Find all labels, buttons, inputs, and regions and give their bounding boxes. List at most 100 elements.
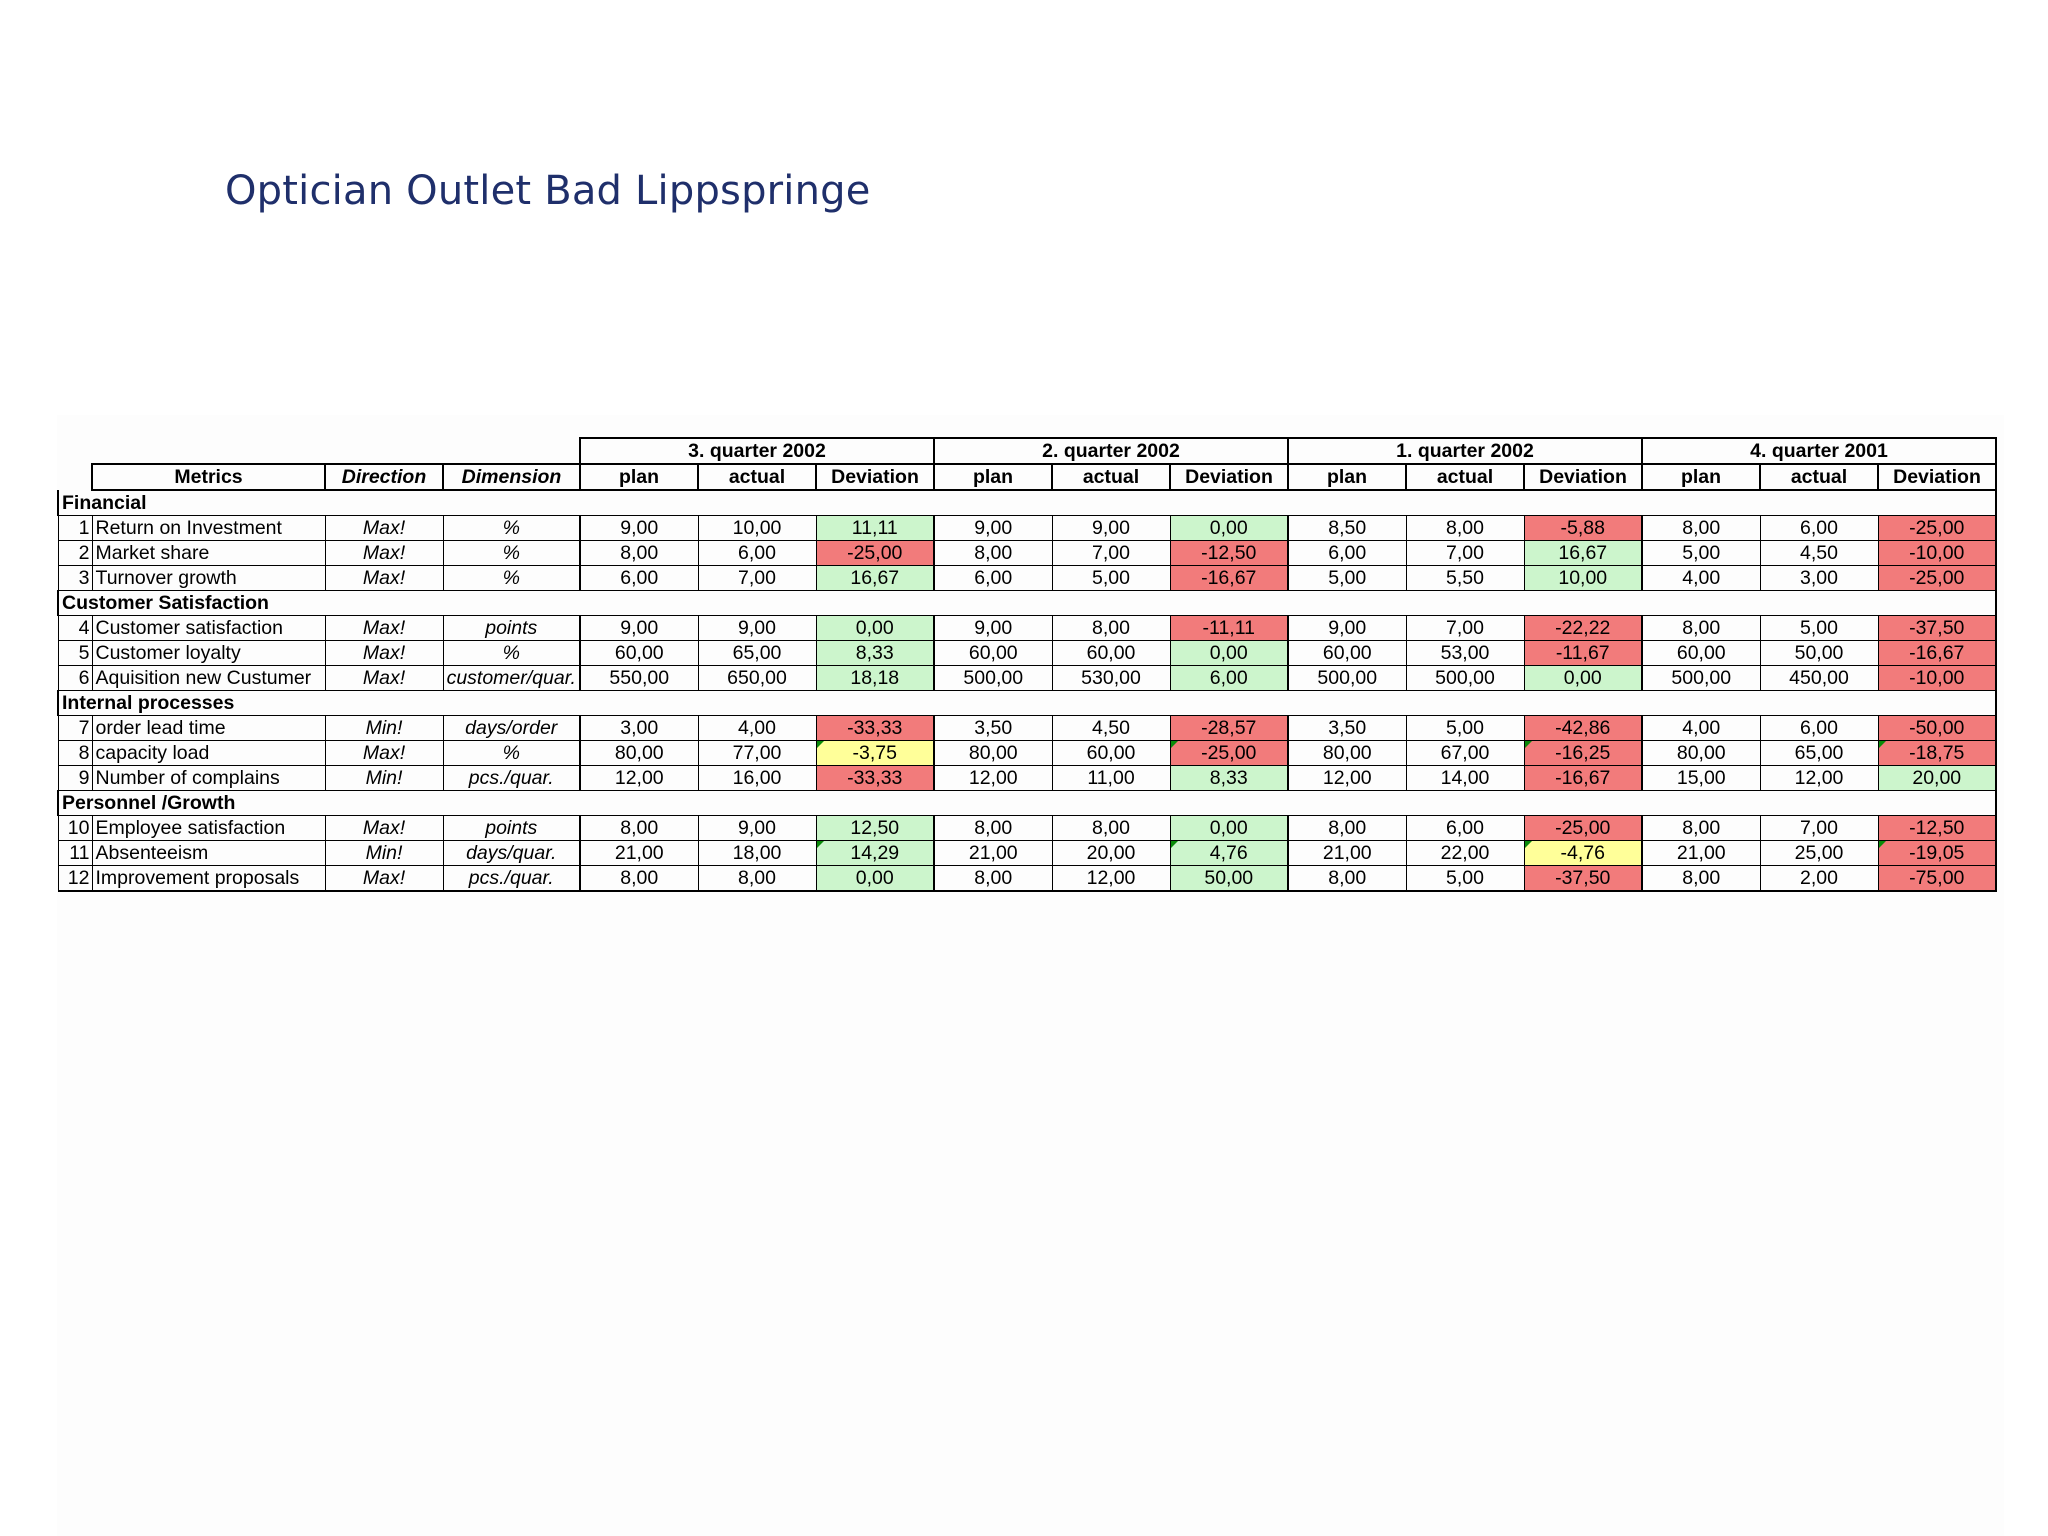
- actual-value: 8,00: [697, 865, 817, 892]
- dimension-header: Dimension: [442, 463, 581, 491]
- dimension-cell: %: [442, 565, 581, 591]
- direction-cell: Max!: [324, 665, 444, 691]
- deviation-value: -37,50: [1877, 615, 1997, 641]
- actual-value: 14,00: [1405, 765, 1525, 791]
- plan-value: 8,00: [579, 815, 699, 841]
- deviation-value: 0,00: [1169, 515, 1289, 541]
- plan-value: 9,00: [579, 615, 699, 641]
- plan-value: 6,00: [933, 565, 1053, 591]
- actual-value: 4,00: [697, 715, 817, 741]
- actual-value: 9,00: [697, 815, 817, 841]
- deviation-value: -12,50: [1169, 540, 1289, 566]
- plan-value: 500,00: [933, 665, 1053, 691]
- plan-value: 550,00: [579, 665, 699, 691]
- plan-value: 4,00: [1641, 715, 1761, 741]
- row-number: 8: [57, 740, 93, 766]
- actual-value: 7,00: [1405, 615, 1525, 641]
- plan-value: 80,00: [579, 740, 699, 766]
- dimension-cell: days/order: [442, 715, 581, 741]
- deviation-value: -16,25: [1523, 740, 1643, 766]
- row-number: 3: [57, 565, 93, 591]
- dimension-cell: pcs./quar.: [442, 765, 581, 791]
- actual-value: 5,00: [1405, 865, 1525, 892]
- deviation-value: 6,00: [1169, 665, 1289, 691]
- actual-value: 50,00: [1759, 640, 1879, 666]
- actual-value: 650,00: [697, 665, 817, 691]
- deviation-value: -5,88: [1523, 515, 1643, 541]
- plan-value: 8,00: [579, 540, 699, 566]
- actual-value: 10,00: [697, 515, 817, 541]
- row-number: 9: [57, 765, 93, 791]
- actual-value: 3,00: [1759, 565, 1879, 591]
- plan-value: 21,00: [933, 840, 1053, 866]
- metric-name: Turnover growth: [91, 565, 326, 591]
- actual-value: 53,00: [1405, 640, 1525, 666]
- plan-value: 12,00: [1287, 765, 1407, 791]
- actual-value: 7,00: [1051, 540, 1171, 566]
- table-row: 12 Improvement proposals Max! pcs./quar. 8,0…: [57, 865, 1997, 892]
- deviation-value: -33,33: [815, 765, 935, 791]
- actual-value: 67,00: [1405, 740, 1525, 766]
- plan-value: 60,00: [1641, 640, 1761, 666]
- plan-value: 12,00: [933, 765, 1053, 791]
- deviation-value: -16,67: [1523, 765, 1643, 791]
- plan-value: 8,00: [933, 540, 1053, 566]
- empty-corner: [58, 438, 580, 464]
- row-number: 4: [57, 615, 93, 641]
- metrics-header: Metrics: [91, 463, 326, 491]
- actual-value: 12,00: [1051, 865, 1171, 892]
- quarter-header: 4. quarter 2001: [1641, 437, 1997, 465]
- actual-value: 6,00: [697, 540, 817, 566]
- plan-value: 3,00: [579, 715, 699, 741]
- actual-value: 450,00: [1759, 665, 1879, 691]
- actual-value: 500,00: [1405, 665, 1525, 691]
- plan-value: 60,00: [933, 640, 1053, 666]
- deviation-value: 12,50: [815, 815, 935, 841]
- deviation-header: Deviation: [1877, 463, 1997, 491]
- row-number: 5: [57, 640, 93, 666]
- actual-value: 12,00: [1759, 765, 1879, 791]
- quarter-header-row: 3. quarter 2002 2. quarter 2002 1. quart…: [58, 437, 1997, 465]
- deviation-value: -37,50: [1523, 865, 1643, 892]
- metric-name: Customer satisfaction: [91, 615, 326, 641]
- deviation-value: -50,00: [1877, 715, 1997, 741]
- metric-name: order lead time: [91, 715, 326, 741]
- quarter-header: 3. quarter 2002: [579, 437, 935, 465]
- actual-header: actual: [1051, 463, 1171, 491]
- plan-value: 6,00: [1287, 540, 1407, 566]
- direction-cell: Max!: [324, 815, 444, 841]
- plan-value: 8,50: [1287, 515, 1407, 541]
- direction-cell: Max!: [324, 640, 444, 666]
- column-header-row: Metrics Direction Dimension plan actual …: [58, 463, 1997, 491]
- plan-header: plan: [933, 463, 1053, 491]
- direction-cell: Max!: [324, 565, 444, 591]
- group-name: Financial: [57, 490, 1997, 516]
- metric-name: Absenteeism: [91, 840, 326, 866]
- actual-value: 8,00: [1405, 515, 1525, 541]
- actual-value: 2,00: [1759, 865, 1879, 892]
- deviation-value: -12,50: [1877, 815, 1997, 841]
- actual-value: 7,00: [1405, 540, 1525, 566]
- plan-value: 8,00: [933, 865, 1053, 892]
- page-title: Optician Outlet Bad Lippspringe: [225, 168, 871, 214]
- plan-header: plan: [579, 463, 699, 491]
- deviation-value: 18,18: [815, 665, 935, 691]
- deviation-value: -25,00: [1877, 565, 1997, 591]
- dimension-cell: %: [442, 740, 581, 766]
- actual-value: 8,00: [1051, 615, 1171, 641]
- actual-value: 5,00: [1405, 715, 1525, 741]
- actual-value: 18,00: [697, 840, 817, 866]
- plan-value: 500,00: [1641, 665, 1761, 691]
- deviation-value: -4,76: [1523, 840, 1643, 866]
- plan-value: 8,00: [1641, 515, 1761, 541]
- dimension-cell: days/quar.: [442, 840, 581, 866]
- metric-name: capacity load: [91, 740, 326, 766]
- direction-cell: Min!: [324, 765, 444, 791]
- deviation-value: 4,76: [1169, 840, 1289, 866]
- deviation-value: 0,00: [1169, 815, 1289, 841]
- actual-value: 65,00: [697, 640, 817, 666]
- row-number: 12: [57, 865, 93, 892]
- actual-value: 20,00: [1051, 840, 1171, 866]
- direction-cell: Min!: [324, 840, 444, 866]
- table-row: 8 capacity load Max!% 80,00 77,00 -3,75 80,00 6…: [57, 740, 1997, 766]
